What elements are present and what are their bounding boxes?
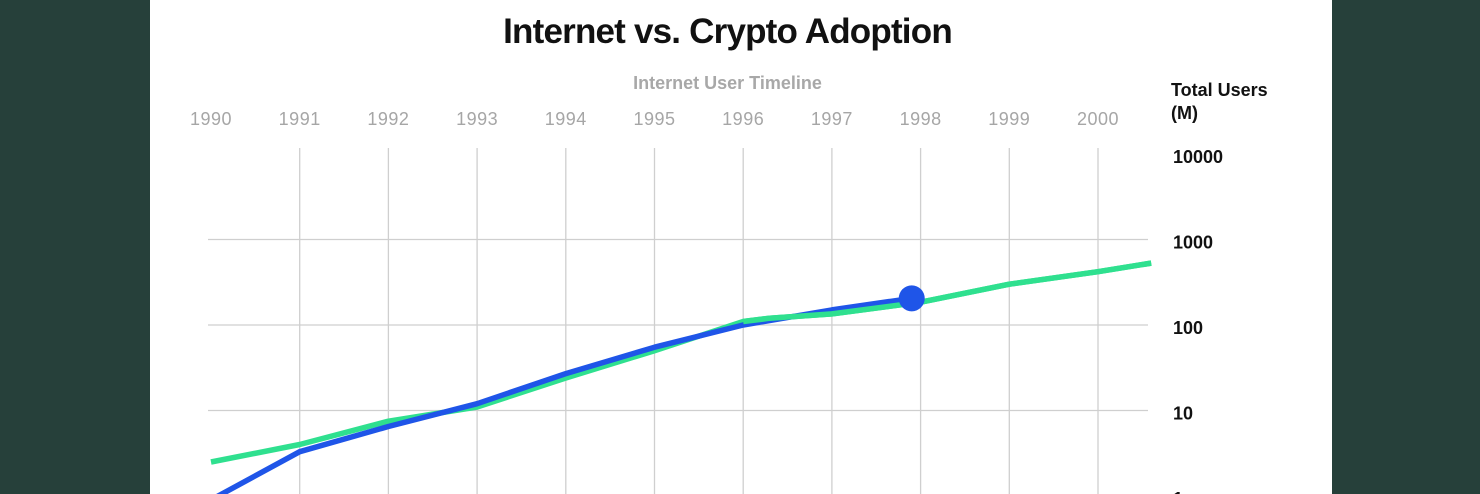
series-line	[216, 295, 913, 494]
x-tick-label: 1998	[900, 109, 942, 129]
y-tick-label: 10000	[1173, 147, 1223, 167]
y-axis-label: Total Users (M)	[1171, 79, 1268, 125]
chart-title: Internet vs. Crypto Adoption	[503, 12, 953, 51]
x-tick-label: 1994	[545, 109, 587, 129]
series-end-marker	[898, 285, 925, 312]
chart-card: Internet vs. Crypto Adoption Internet Us…	[150, 0, 1332, 494]
y-tick-label: 10	[1173, 404, 1193, 424]
y-tick-label: 1000	[1173, 233, 1213, 253]
x-tick-label: 1991	[279, 109, 321, 129]
y-axis-label-line: (M)	[1171, 103, 1198, 123]
y-tick-label: 100	[1173, 318, 1203, 338]
x-tick-label: 1996	[722, 109, 764, 129]
x-tick-label: 1999	[988, 109, 1030, 129]
x-tick-label: 2000	[1077, 109, 1119, 129]
y-axis-label-line: Total Users	[1171, 80, 1268, 100]
line-chart: 1990 1991 1992 1993 1994 1995 1996 1997 1998 1999…	[190, 109, 1223, 494]
chart-subtitle: Internet User Timeline	[633, 73, 822, 93]
x-tick-label: 1993	[456, 109, 498, 129]
series-line	[210, 260, 1152, 465]
y-tick-label: 1	[1173, 489, 1183, 494]
x-tick-label: 1990	[190, 109, 232, 129]
x-tick-label: 1992	[367, 109, 409, 129]
x-tick-label: 1995	[633, 109, 675, 129]
x-tick-label: 1997	[811, 109, 853, 129]
